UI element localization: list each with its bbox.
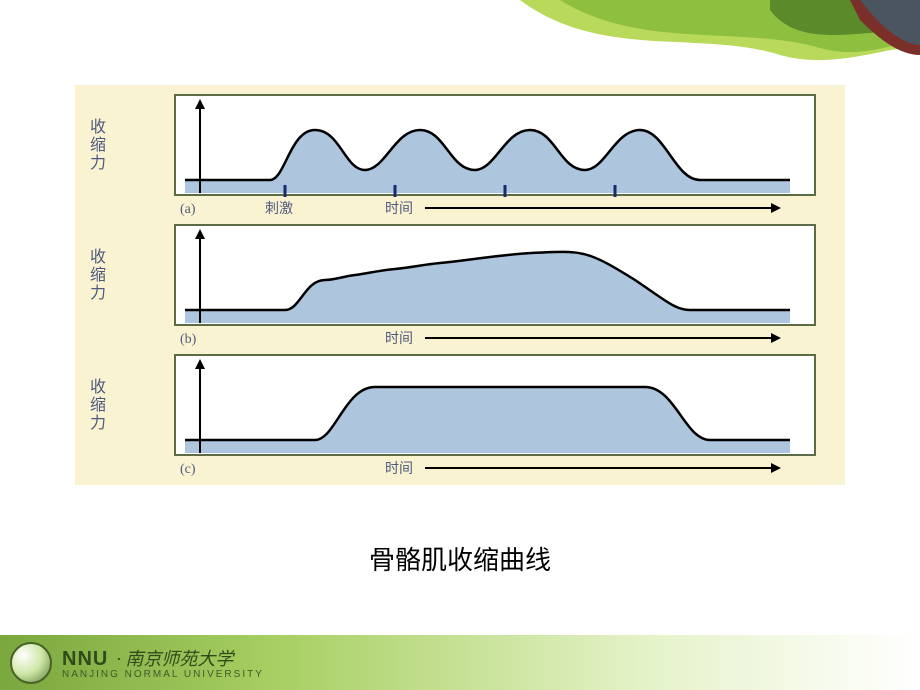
footer: NNU · 南京师苑大学 NANJING NORMAL UNIVERSITY (0, 635, 920, 690)
panel-b-x-label: 时间 (385, 331, 413, 347)
panel-a-label: (a) (180, 202, 196, 217)
university-logo-icon (10, 642, 52, 684)
panel-c-y-label: 收缩力 (90, 378, 106, 432)
footer-en: NANJING NORMAL UNIVERSITY (62, 669, 264, 680)
panel-a-x-label: 时间 (385, 201, 413, 217)
figure-container: 收缩力 (a) 刺激 时间 收缩力 (b) 时间 (75, 85, 845, 485)
footer-abbrev: NNU (62, 648, 108, 670)
figure-caption: 骨骼肌收缩曲线 (0, 540, 920, 577)
footer-text: NNU · 南京师苑大学 NANJING NORMAL UNIVERSITY (62, 645, 264, 680)
footer-cn: · 南京师苑大学 (116, 649, 233, 669)
stimulus-label: 刺激 (265, 200, 293, 217)
panel-c-x-label: 时间 (385, 461, 413, 477)
top-decoration (520, 0, 920, 75)
panel-b-label: (b) (180, 332, 197, 347)
panel-b-y-label: 收缩力 (90, 248, 106, 302)
panel-c-label: (c) (180, 462, 196, 477)
contraction-curves-figure: 收缩力 (a) 刺激 时间 收缩力 (b) 时间 (75, 85, 845, 485)
panel-a-y-label: 收缩力 (90, 118, 106, 172)
